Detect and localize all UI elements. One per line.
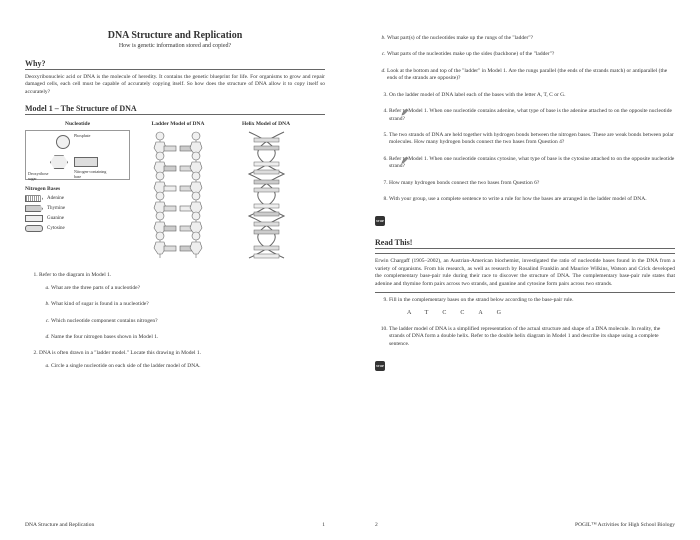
legend-label: Cytosine bbox=[47, 226, 65, 231]
thymine-icon bbox=[25, 205, 43, 212]
q2-subparts-cont: What part(s) of the nucleotides make up … bbox=[375, 35, 675, 83]
question-9: Fill in the complementary bases on the s… bbox=[389, 297, 675, 317]
legend-row-guanine: Guanine bbox=[25, 215, 130, 222]
question-1: Refer to the diagram in Model 1. What ar… bbox=[39, 272, 325, 341]
page1-questions: Refer to the diagram in Model 1. What ar… bbox=[25, 272, 325, 370]
helix-diagram bbox=[234, 130, 299, 260]
nbase-shape bbox=[74, 157, 98, 167]
helix-label: Helix Model of DNA bbox=[226, 121, 306, 127]
legend-label: Adenine bbox=[47, 196, 64, 201]
phosphate-shape bbox=[56, 135, 70, 149]
ladder-label: Ladder Model of DNA bbox=[138, 121, 218, 127]
why-heading: Why? bbox=[25, 59, 325, 70]
q1d: Name the four nitrogen bases shown in Mo… bbox=[51, 334, 325, 341]
ladder-diagram bbox=[148, 130, 208, 260]
pencil-icon bbox=[401, 108, 409, 116]
footer-pagenum: 1 bbox=[322, 522, 325, 528]
model1-heading: Model 1 – The Structure of DNA bbox=[25, 104, 325, 115]
q2-subparts: Circle a single nucleotide on each side … bbox=[39, 363, 325, 370]
q2c: What parts of the nucleotides make up th… bbox=[387, 51, 675, 58]
nbase-label: Nitrogen-containing base bbox=[74, 169, 114, 179]
footer-title: DNA Structure and Replication bbox=[25, 522, 94, 528]
stop-icon: STOP bbox=[375, 361, 385, 371]
legend-row-adenine: Adenine bbox=[25, 195, 130, 202]
readthis-box: Erwin Chargaff (1905–2002), an Austrian-… bbox=[375, 253, 675, 293]
doc-title: DNA Structure and Replication bbox=[25, 30, 325, 41]
q2b: What part(s) of the nucleotides make up … bbox=[387, 35, 675, 42]
question-10: The ladder model of DNA is a simplified … bbox=[389, 326, 675, 348]
q2a: Circle a single nucleotide on each side … bbox=[51, 363, 325, 370]
why-body: Deoxyribonucleic acid or DNA is the mole… bbox=[25, 74, 325, 96]
page-right-content: What part(s) of the nucleotides make up … bbox=[375, 30, 675, 518]
q2-text: DNA is often drawn in a "ladder model." … bbox=[39, 350, 201, 356]
sugar-shape bbox=[50, 155, 68, 169]
question-6: Refer to Model 1. When one nucleotide co… bbox=[389, 156, 675, 171]
legend-label: Guanine bbox=[47, 216, 64, 221]
q1b: What kind of sugar is found in a nucleot… bbox=[51, 301, 325, 308]
readthis-heading: Read This! bbox=[375, 238, 675, 249]
q1-text: Refer to the diagram in Model 1. bbox=[39, 272, 111, 278]
page-left-content: DNA Structure and Replication How is gen… bbox=[25, 30, 325, 518]
helix-column: Helix Model of DNA bbox=[226, 121, 306, 262]
legend-label: Thymine bbox=[47, 206, 65, 211]
sugar-label: Deoxyribose sugar bbox=[28, 171, 58, 181]
pencil-icon bbox=[401, 156, 409, 164]
legend-title: Nitrogen Bases bbox=[25, 186, 130, 192]
ladder-column: Ladder Model of DNA bbox=[138, 121, 218, 262]
footer-pagenum: 2 bbox=[375, 522, 378, 528]
page2-questions-9to10: Fill in the complementary bases on the s… bbox=[375, 297, 675, 348]
q1-subparts: What are the three parts of a nucleotide… bbox=[39, 285, 325, 342]
page1-footer: DNA Structure and Replication 1 bbox=[25, 518, 325, 528]
stop-icon: STOP bbox=[375, 216, 385, 226]
page2-questions-top: What part(s) of the nucleotides make up … bbox=[375, 35, 675, 83]
legend-row-thymine: Thymine bbox=[25, 205, 130, 212]
page2-footer: 2 POGIL™ Activities for High School Biol… bbox=[375, 518, 675, 528]
q2-cont: What part(s) of the nucleotides make up … bbox=[375, 35, 675, 83]
page2-questions-3to8: On the ladder model of DNA label each of… bbox=[375, 92, 675, 204]
q1c: Which nucleotide component contains nitr… bbox=[51, 318, 325, 325]
question-2: DNA is often drawn in a "ladder model." … bbox=[39, 350, 325, 370]
q2d: Look at the bottom and top of the "ladde… bbox=[387, 68, 675, 83]
phosphate-label: Phosphate bbox=[74, 133, 90, 138]
footer-source: POGIL™ Activities for High School Biolog… bbox=[575, 522, 675, 528]
cytosine-icon bbox=[25, 225, 43, 232]
doc-subtitle: How is genetic information stored and co… bbox=[25, 43, 325, 49]
q9-sequence: ATCCAG bbox=[407, 309, 675, 317]
question-8: With your group, use a complete sentence… bbox=[389, 196, 675, 203]
legend-row-cytosine: Cytosine bbox=[25, 225, 130, 232]
page-right: What part(s) of the nucleotides make up … bbox=[350, 0, 700, 540]
q1a: What are the three parts of a nucleotide… bbox=[51, 285, 325, 292]
adenine-icon bbox=[25, 195, 43, 202]
nucleotide-label: Nucleotide bbox=[25, 121, 130, 127]
question-3: On the ladder model of DNA label each of… bbox=[389, 92, 675, 99]
model1-figure-row: Nucleotide Phosphate Deoxyribose sugar N… bbox=[25, 121, 325, 262]
question-7: How many hydrogen bonds connect the two … bbox=[389, 180, 675, 187]
question-4: Refer to Model 1. When one nucleotide co… bbox=[389, 108, 675, 123]
nucleotide-diagram: Phosphate Deoxyribose sugar Nitrogen-con… bbox=[25, 130, 130, 180]
question-5: The two strands of DNA are held together… bbox=[389, 132, 675, 147]
nucleotide-column: Nucleotide Phosphate Deoxyribose sugar N… bbox=[25, 121, 130, 235]
guanine-icon bbox=[25, 215, 43, 222]
page-left: DNA Structure and Replication How is gen… bbox=[0, 0, 350, 540]
nitrogen-bases-legend: Nitrogen Bases Adenine Thymine Guanine C… bbox=[25, 186, 130, 232]
readthis-body: Erwin Chargaff (1905–2002), an Austrian-… bbox=[375, 258, 675, 288]
